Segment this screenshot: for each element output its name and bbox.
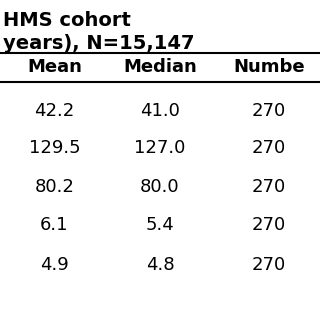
Text: 270: 270	[252, 256, 286, 274]
Text: 270: 270	[252, 139, 286, 157]
Text: 127.0: 127.0	[134, 139, 186, 157]
Text: 4.8: 4.8	[146, 256, 174, 274]
Text: Numbe: Numbe	[233, 58, 305, 76]
Text: 41.0: 41.0	[140, 102, 180, 120]
Text: 270: 270	[252, 216, 286, 234]
Text: 80.0: 80.0	[140, 178, 180, 196]
Text: Mean: Mean	[27, 58, 82, 76]
Text: 270: 270	[252, 178, 286, 196]
Text: years), N=15,147: years), N=15,147	[3, 34, 195, 52]
Text: 42.2: 42.2	[34, 102, 75, 120]
Text: 6.1: 6.1	[40, 216, 69, 234]
Text: 4.9: 4.9	[40, 256, 69, 274]
Text: 270: 270	[252, 102, 286, 120]
Text: HMS cohort: HMS cohort	[3, 11, 131, 30]
Text: Median: Median	[123, 58, 197, 76]
Text: 5.4: 5.4	[146, 216, 174, 234]
Text: 80.2: 80.2	[35, 178, 74, 196]
Text: 129.5: 129.5	[28, 139, 80, 157]
